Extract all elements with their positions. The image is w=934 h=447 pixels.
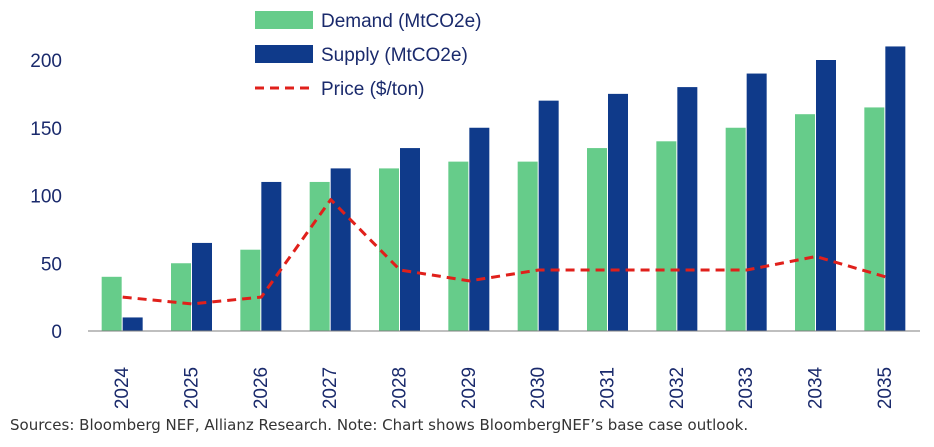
supply-bar-2030 <box>538 100 559 332</box>
price-line <box>122 198 886 306</box>
demand-bar-2027 <box>309 181 330 331</box>
source-note: Sources: Bloomberg NEF, Allianz Research… <box>10 416 749 434</box>
legend-label-demand: Demand (MtCO2e) <box>321 11 482 32</box>
x-tick-label: 2024 <box>112 366 133 409</box>
supply-bar-2027 <box>330 168 351 331</box>
demand-bar-2031 <box>587 148 607 331</box>
demand-bar-2029 <box>448 161 469 331</box>
x-tick-label: 2032 <box>667 367 688 409</box>
x-tick-label: 2035 <box>875 367 896 409</box>
legend-swatch-supply <box>255 45 313 63</box>
supply-bar-2029 <box>469 127 490 331</box>
supply-bar-2031 <box>608 93 628 331</box>
supply-bar-2025 <box>192 242 212 331</box>
supply-bar-2024 <box>122 317 143 331</box>
y-tick-label: 150 <box>30 119 62 140</box>
price-line-layer <box>122 198 886 306</box>
demand-bar-2028 <box>379 168 399 331</box>
y-tick-label: 200 <box>30 51 62 72</box>
x-tick-label: 2033 <box>736 367 757 409</box>
x-tick-label: 2029 <box>459 367 480 409</box>
demand-bar-2024 <box>101 276 122 331</box>
x-tick-label: 2026 <box>251 367 272 409</box>
demand-bar-2026 <box>240 249 261 331</box>
demand-bar-2035 <box>864 107 885 331</box>
y-tick-label: 0 <box>51 322 62 343</box>
demand-bar-2025 <box>171 263 191 331</box>
x-tick-label: 2027 <box>320 367 341 409</box>
legend-label-supply: Supply (MtCO2e) <box>321 45 468 66</box>
demand-bar-2030 <box>517 161 538 331</box>
legend-label-price: Price ($/ton) <box>321 79 424 100</box>
demand-bar-2034 <box>795 114 815 331</box>
legend-swatch-demand <box>255 11 313 29</box>
x-axis-ticks: 2024 2025 2026 2027 2028 2029 2030 2031 2032 2033… <box>112 366 896 409</box>
x-tick-label: 2028 <box>390 367 411 409</box>
legend: Demand (MtCO2e) Supply (MtCO2e) Price ($/t… <box>255 11 482 100</box>
supply-bar-2032 <box>677 87 698 331</box>
y-tick-label: 50 <box>41 254 62 275</box>
x-tick-label: 2025 <box>182 367 203 409</box>
x-tick-label: 2030 <box>528 367 549 409</box>
x-tick-label: 2031 <box>598 367 619 409</box>
y-axis-ticks: 0 50 100 150 200 <box>30 51 62 343</box>
demand-bar-2033 <box>725 127 746 331</box>
x-tick-label: 2034 <box>806 366 827 409</box>
bars-layer <box>101 46 906 332</box>
y-tick-label: 100 <box>30 187 62 208</box>
supply-bar-2034 <box>816 60 836 331</box>
supply-bar-2033 <box>746 73 767 332</box>
supply-bar-2035 <box>885 46 906 331</box>
chart: 0 50 100 150 200 2024 2025 2026 2027 2028 2029 203… <box>30 11 920 409</box>
supply-bar-2028 <box>400 148 420 331</box>
supply-bar-2026 <box>261 181 282 331</box>
demand-bar-2032 <box>656 141 677 331</box>
